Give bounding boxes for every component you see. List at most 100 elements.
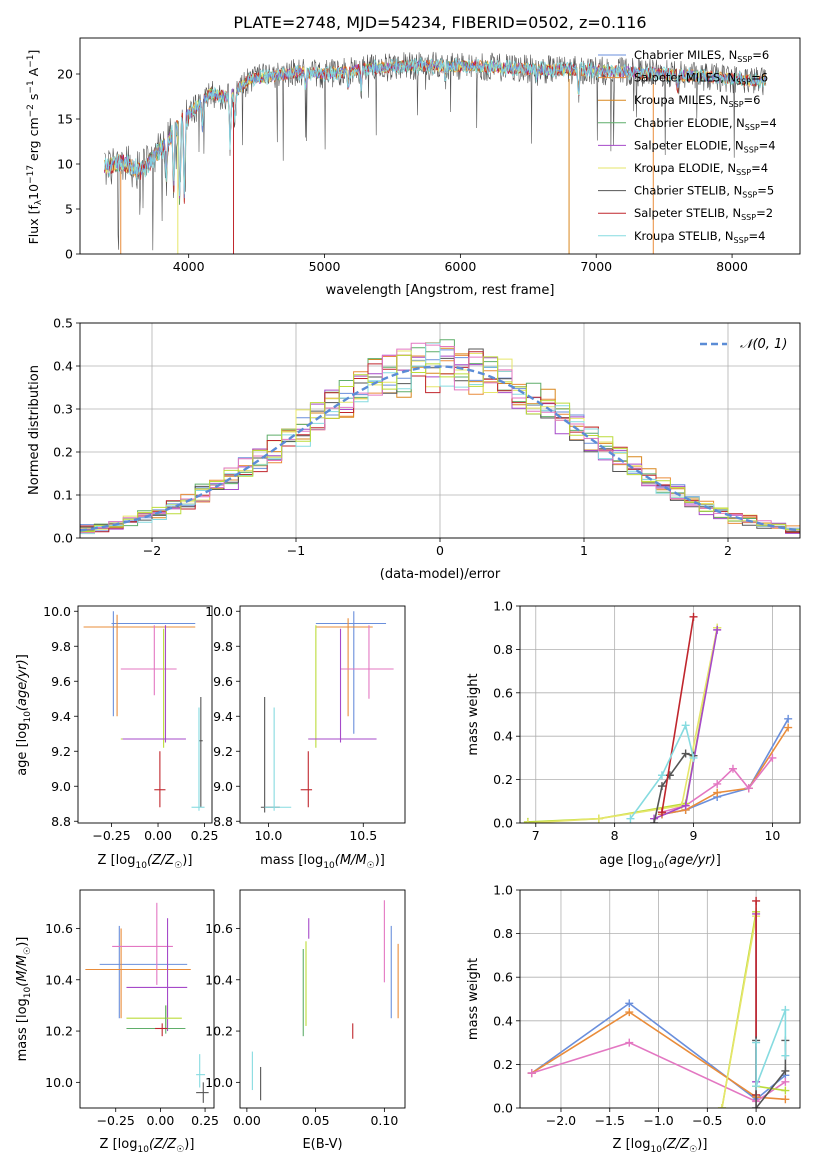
data-point-marker bbox=[728, 764, 737, 773]
x-tick-label: 8 bbox=[611, 828, 619, 843]
y-tick-label: 8.8 bbox=[51, 814, 71, 829]
data-point-marker bbox=[781, 1077, 790, 1086]
y-axis-label: mass weight bbox=[466, 958, 481, 1040]
label-part: Z [log bbox=[98, 853, 136, 868]
y-tick-label: 10.2 bbox=[45, 1024, 73, 1039]
data-point-marker bbox=[752, 1082, 761, 1091]
data-point-marker bbox=[681, 801, 690, 810]
y-tick-label: 10.0 bbox=[205, 1075, 233, 1090]
label-part: Salpeter ELODIE, N bbox=[634, 138, 744, 152]
y-tick-label: 0.6 bbox=[493, 685, 513, 700]
label-part: −17 bbox=[26, 165, 36, 184]
series-line bbox=[661, 727, 789, 816]
point-salpeter_stelib bbox=[300, 751, 313, 808]
label-part: (age/yr) bbox=[664, 853, 716, 868]
y-tick-label: 9.8 bbox=[213, 639, 233, 654]
y-tick-label: 8.8 bbox=[213, 814, 233, 829]
point-salpeter_stelib bbox=[155, 1023, 168, 1037]
x-tick-label: 0.10 bbox=[370, 1113, 398, 1128]
y-tick-label: 0.0 bbox=[493, 1101, 513, 1116]
label-part: =4 bbox=[759, 138, 776, 152]
label-part: =6 bbox=[751, 71, 768, 85]
point-kroupa_stelib bbox=[196, 1054, 206, 1088]
label-part: ☉ bbox=[367, 861, 375, 871]
y-tick-label: 0.8 bbox=[493, 642, 513, 657]
label-part: SSP bbox=[736, 78, 751, 87]
data-point-marker bbox=[717, 1104, 726, 1108]
data-point-marker bbox=[752, 896, 761, 905]
axes-frame bbox=[519, 605, 801, 824]
label-part: )] bbox=[375, 853, 385, 868]
series-line bbox=[755, 1009, 787, 1087]
x-tick-label: 2 bbox=[724, 543, 732, 558]
x-tick-label: −1.5 bbox=[595, 1113, 625, 1128]
y-axis-label: Flux [fλ10−17 erg cm−2 s−1 A−1] bbox=[26, 50, 44, 245]
label-part: =6 bbox=[744, 93, 761, 107]
series-line bbox=[661, 718, 789, 816]
x-tick-label: −0.5 bbox=[692, 1113, 722, 1128]
plot-area bbox=[80, 339, 800, 535]
axes-frame bbox=[239, 605, 406, 824]
x-tick-label: −2 bbox=[143, 543, 161, 558]
label-part: )] bbox=[697, 1137, 707, 1152]
point-pink bbox=[120, 625, 177, 696]
plot-area bbox=[85, 902, 209, 1103]
point-chabrier_stelib bbox=[196, 1082, 209, 1103]
legend-label: Kroupa MILES, NSSP=6 bbox=[634, 93, 760, 109]
series-lime bbox=[523, 623, 722, 823]
label-part: 10 bbox=[23, 711, 33, 723]
y-tick-label: 10.0 bbox=[43, 604, 71, 619]
data-point-marker bbox=[768, 753, 777, 762]
x-tick-label: 1 bbox=[580, 543, 588, 558]
data-point-marker bbox=[784, 714, 793, 723]
y-tick-label: 20 bbox=[57, 67, 73, 82]
label-part: ] bbox=[716, 853, 721, 868]
plot-area bbox=[251, 900, 399, 1101]
axes-frame bbox=[77, 605, 213, 824]
y-tick-label: 0.0 bbox=[53, 531, 73, 546]
label-part: 10 bbox=[323, 861, 335, 871]
label-part: Kroupa STELIB, N bbox=[634, 229, 734, 243]
legend-label: Chabrier MILES, NSSP=6 bbox=[634, 48, 769, 64]
label-part: =4 bbox=[749, 229, 766, 243]
label-part: Kroupa MILES, N bbox=[634, 93, 729, 107]
x-axis-label: Z [log10(Z/Z☉)] bbox=[100, 1137, 195, 1155]
label-part: SSP bbox=[741, 213, 756, 222]
label-part: 10 bbox=[135, 861, 147, 871]
x-tick-label: 9 bbox=[690, 828, 698, 843]
label-part: SSP bbox=[742, 191, 757, 200]
data-point-marker bbox=[523, 819, 532, 823]
x-axis-label: age [log10(age/yr)] bbox=[599, 853, 721, 871]
x-tick-label: 10 bbox=[764, 828, 780, 843]
data-point-marker bbox=[625, 1038, 634, 1047]
x-axis-label: E(B-V) bbox=[302, 1137, 342, 1152]
label-part: SSP bbox=[744, 145, 759, 154]
y-tick-label: 9.2 bbox=[213, 744, 233, 759]
label-part: erg cm bbox=[26, 117, 41, 165]
y-tick-label: 10.0 bbox=[205, 604, 233, 619]
x-tick-label: 10.5 bbox=[349, 828, 377, 843]
y-tick-label: 0.2 bbox=[493, 1057, 513, 1072]
y-tick-label: 0.2 bbox=[493, 772, 513, 787]
point-kroupa_stelib bbox=[191, 707, 205, 811]
legend-label: Salpeter ELODIE, NSSP=4 bbox=[634, 138, 776, 154]
x-tick-label: 0 bbox=[436, 543, 444, 558]
label-part: Flux [f bbox=[26, 205, 41, 245]
histogram-pink bbox=[80, 342, 800, 534]
label-part: −1 bbox=[26, 80, 36, 93]
x-tick-label: −1 bbox=[287, 543, 305, 558]
series-line bbox=[721, 911, 786, 1108]
point-salpeter_miles bbox=[315, 618, 373, 717]
spectrum-line-kroupa_stelib bbox=[104, 57, 766, 197]
data-point-marker bbox=[681, 749, 690, 758]
series-line bbox=[661, 616, 695, 813]
data-point-marker bbox=[689, 753, 698, 762]
y-tick-label: 0.3 bbox=[53, 402, 73, 417]
point-chabrier_miles bbox=[111, 611, 196, 717]
panel-weight_vs_Z: −2.0 −1.5 −1.0 −0.5 0.0 0.0 0.2 0.4 0.6 0.8 1.0 Z [… bbox=[466, 883, 801, 1155]
point-chabrier_miles bbox=[99, 925, 188, 1019]
point-pink bbox=[340, 625, 394, 699]
legend-label: 𝒩(0, 1) bbox=[740, 337, 787, 352]
